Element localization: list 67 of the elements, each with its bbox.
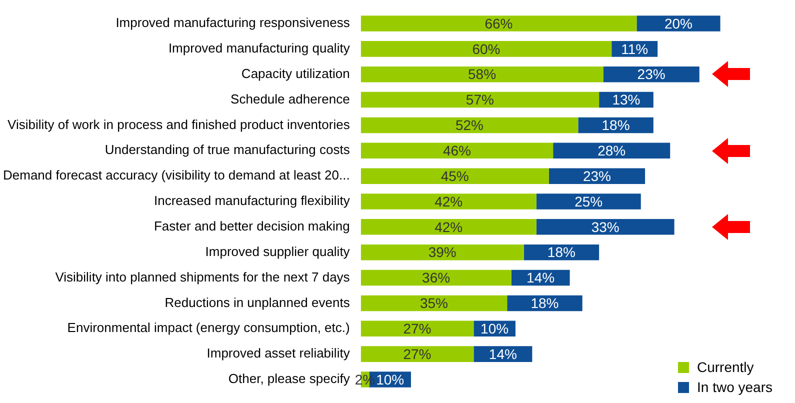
data-label: 57% bbox=[466, 92, 494, 108]
data-label: 46% bbox=[442, 142, 471, 159]
data-label: 11% bbox=[621, 40, 648, 57]
data-label: 45% bbox=[440, 168, 469, 184]
y-tick-label: Improved manufacturing quality bbox=[168, 40, 350, 56]
bar bbox=[360, 41, 612, 57]
data-label: 10% bbox=[480, 320, 509, 336]
data-label: 33% bbox=[591, 218, 620, 235]
y-tick-label: Visibility of work in process and finished product inventories bbox=[8, 116, 350, 132]
data-label: 10% bbox=[376, 371, 404, 388]
y-tick-label: Demand forecast accuracy (visibility to demand at least 20... bbox=[2, 168, 350, 183]
data-label: 60% bbox=[472, 40, 500, 57]
bar bbox=[360, 66, 604, 82]
data-label: 23% bbox=[637, 66, 666, 82]
data-label: 2% bbox=[354, 371, 376, 388]
data-label: 35% bbox=[420, 295, 448, 312]
bar bbox=[360, 16, 637, 32]
data-label: 14% bbox=[526, 270, 555, 286]
data-label: 42% bbox=[434, 218, 463, 235]
y-tick-label: Understanding of true manufacturing costs bbox=[104, 142, 350, 158]
bar bbox=[360, 320, 474, 337]
y-tick-label: Reductions in unplanned events bbox=[164, 294, 350, 310]
data-label: 18% bbox=[530, 295, 559, 312]
data-label: 25% bbox=[574, 193, 603, 210]
bar bbox=[360, 168, 549, 184]
bar bbox=[548, 168, 646, 184]
bar bbox=[603, 66, 700, 82]
data-label: 39% bbox=[428, 244, 456, 260]
y-tick-label: Improved manufacturing responsiveness bbox=[116, 15, 350, 30]
bar bbox=[360, 270, 512, 286]
data-label: 14% bbox=[488, 346, 517, 362]
bar bbox=[536, 194, 641, 210]
y-tick-label: Environmental impact (energy consumption, etc.) bbox=[67, 320, 350, 336]
data-label: 20% bbox=[664, 15, 692, 32]
bar bbox=[360, 219, 536, 235]
bar bbox=[360, 346, 474, 362]
data-label: 18% bbox=[547, 244, 576, 260]
data-label: 23% bbox=[582, 168, 611, 184]
legend-label: Currently bbox=[697, 359, 754, 375]
bar bbox=[553, 142, 670, 159]
y-tick-label: Increased manufacturing flexibility bbox=[154, 193, 350, 208]
y-tick-label: Capacity utilization bbox=[241, 66, 350, 81]
y-tick-label: Other, please specify bbox=[228, 371, 350, 386]
legend-label: In two years bbox=[697, 379, 772, 395]
data-label: 27% bbox=[403, 346, 432, 362]
data-label: 27% bbox=[403, 320, 432, 336]
data-label: 66% bbox=[484, 15, 513, 32]
data-label: 13% bbox=[612, 92, 640, 108]
y-tick-label: Faster and better decision making bbox=[154, 218, 350, 234]
bar bbox=[360, 142, 554, 159]
bar bbox=[536, 219, 674, 235]
y-tick-label: Visibility into planned shipments for the next 7 days bbox=[55, 269, 350, 284]
bar bbox=[360, 92, 600, 108]
bar bbox=[360, 194, 536, 210]
bar bbox=[360, 244, 524, 260]
bar bbox=[360, 295, 508, 312]
data-label: 58% bbox=[468, 66, 496, 82]
data-label: 52% bbox=[455, 117, 484, 134]
y-tick-label: Improved asset reliability bbox=[206, 346, 350, 361]
bar bbox=[360, 117, 578, 134]
data-label: 42% bbox=[434, 193, 463, 210]
bar bbox=[636, 16, 720, 32]
y-tick-label: Improved supplier quality bbox=[205, 244, 350, 259]
y-tick-label: Schedule adherence bbox=[230, 91, 350, 106]
data-label: 36% bbox=[422, 270, 450, 286]
data-label: 28% bbox=[598, 142, 626, 159]
data-label: 18% bbox=[602, 117, 630, 134]
